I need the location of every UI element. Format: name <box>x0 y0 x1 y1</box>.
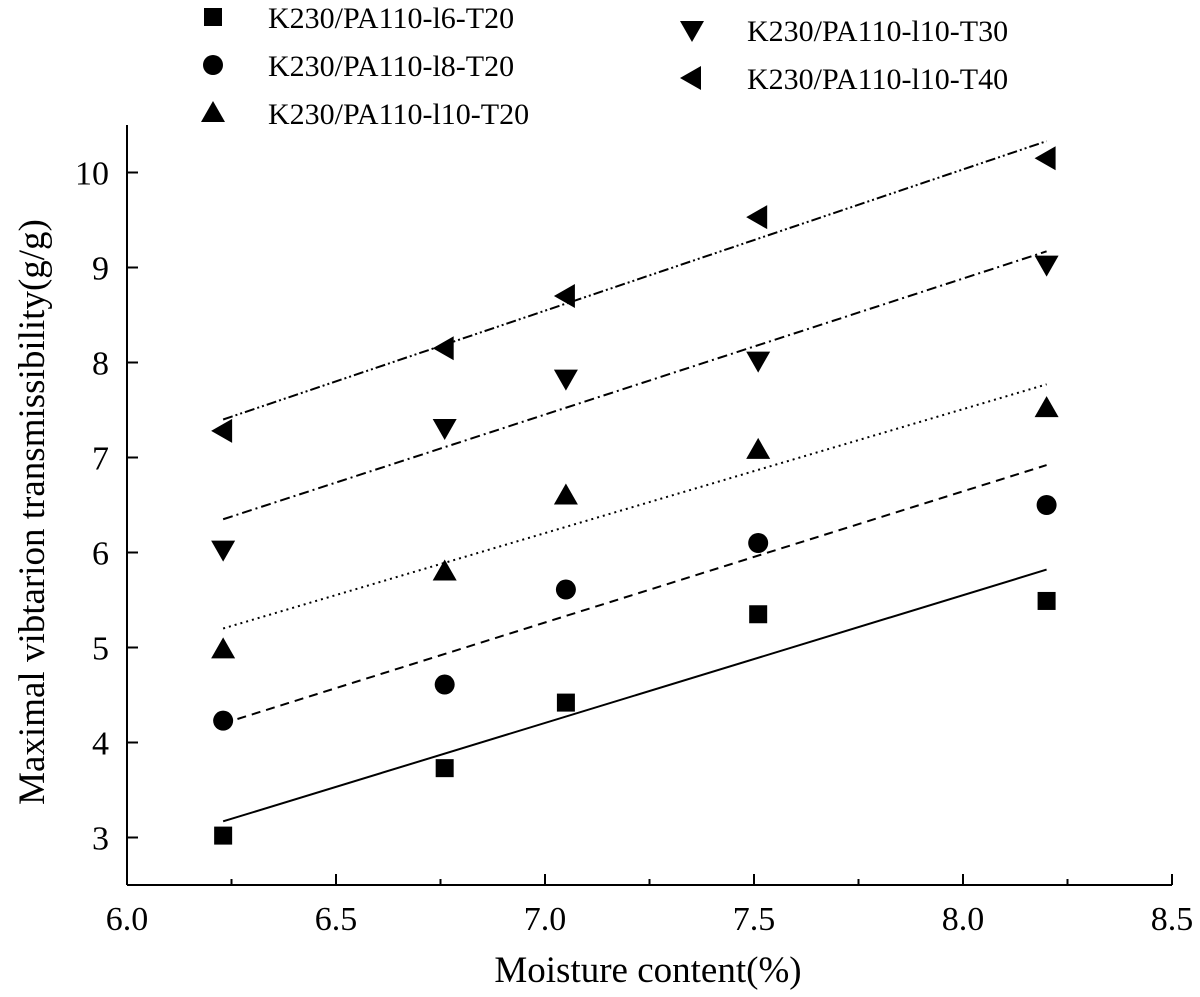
data-point <box>211 637 236 659</box>
y-axis: 3 4 5 6 7 8 9 10 <box>75 156 138 858</box>
data-point <box>435 759 454 778</box>
data-point <box>746 351 771 373</box>
data-point <box>1034 255 1059 277</box>
data-point <box>213 710 234 731</box>
x-tick-label: 6.0 <box>106 901 149 938</box>
x-axis-title: Moisture content(%) <box>494 950 801 991</box>
x-axis: 6.0 6.5 7.0 7.5 8.0 8.5 <box>106 874 1194 938</box>
x-tick-label: 8.5 <box>1151 901 1194 938</box>
data-point <box>1036 495 1057 515</box>
y-axis-title: Maximal vibtarion transmissibility(g/g) <box>12 219 53 805</box>
y-tick-label: 9 <box>92 251 109 288</box>
data-point <box>211 418 233 443</box>
legend-label: K230/PA110-l10-T40 <box>747 63 1008 96</box>
legend-marker <box>203 55 223 75</box>
x-tick-label: 7.5 <box>733 901 776 938</box>
trend-line-4 <box>222 250 1047 521</box>
legend-label: K230/PA110-l8-T20 <box>268 50 514 83</box>
y-tick-label: 5 <box>92 631 109 668</box>
data-point <box>553 369 578 391</box>
data-point <box>748 533 769 553</box>
data-point <box>432 336 454 361</box>
plot-area <box>126 125 1172 886</box>
legend-marker <box>201 101 225 122</box>
y-tick-label: 7 <box>92 441 109 478</box>
trend-line-2 <box>222 464 1047 725</box>
legend-marker <box>680 66 701 90</box>
data-point <box>746 437 771 459</box>
data-point <box>1034 396 1059 418</box>
legend-label: K230/PA110-l10-T30 <box>747 15 1008 48</box>
data-point <box>553 284 575 308</box>
legend-marker <box>680 21 704 42</box>
data-point <box>556 693 575 712</box>
legend-marker <box>204 8 222 26</box>
x-tick-label: 8.0 <box>942 901 985 938</box>
data-point <box>1037 591 1056 610</box>
trend-lines <box>222 140 1047 823</box>
y-tick-label: 6 <box>92 536 109 573</box>
data-point <box>1034 146 1056 171</box>
x-tick-label: 6.5 <box>315 901 358 938</box>
y-tick-label: 3 <box>92 821 109 858</box>
trend-line-3 <box>222 383 1047 630</box>
trend-line-5 <box>222 140 1047 421</box>
data-point <box>214 826 233 845</box>
data-point <box>555 579 576 600</box>
data-point <box>432 559 457 581</box>
data-point <box>746 205 768 230</box>
y-tick-label: 10 <box>75 156 109 193</box>
data-point <box>553 483 578 505</box>
data-point <box>432 419 457 441</box>
x-tick-label: 7.0 <box>524 901 567 938</box>
data-point <box>211 540 236 562</box>
legend-label: K230/PA110-l6-T20 <box>268 2 514 35</box>
legend-label: K230/PA110-l10-T20 <box>268 98 529 131</box>
data-point <box>749 605 768 624</box>
y-tick-label: 8 <box>92 346 109 383</box>
y-tick-label: 4 <box>92 726 109 763</box>
trend-line-1 <box>222 568 1047 823</box>
legend: K230/PA110-l6-T20 K230/PA110-l8-T20 K230/P… <box>201 2 1008 131</box>
data-point <box>434 674 455 695</box>
data-markers <box>211 146 1059 845</box>
